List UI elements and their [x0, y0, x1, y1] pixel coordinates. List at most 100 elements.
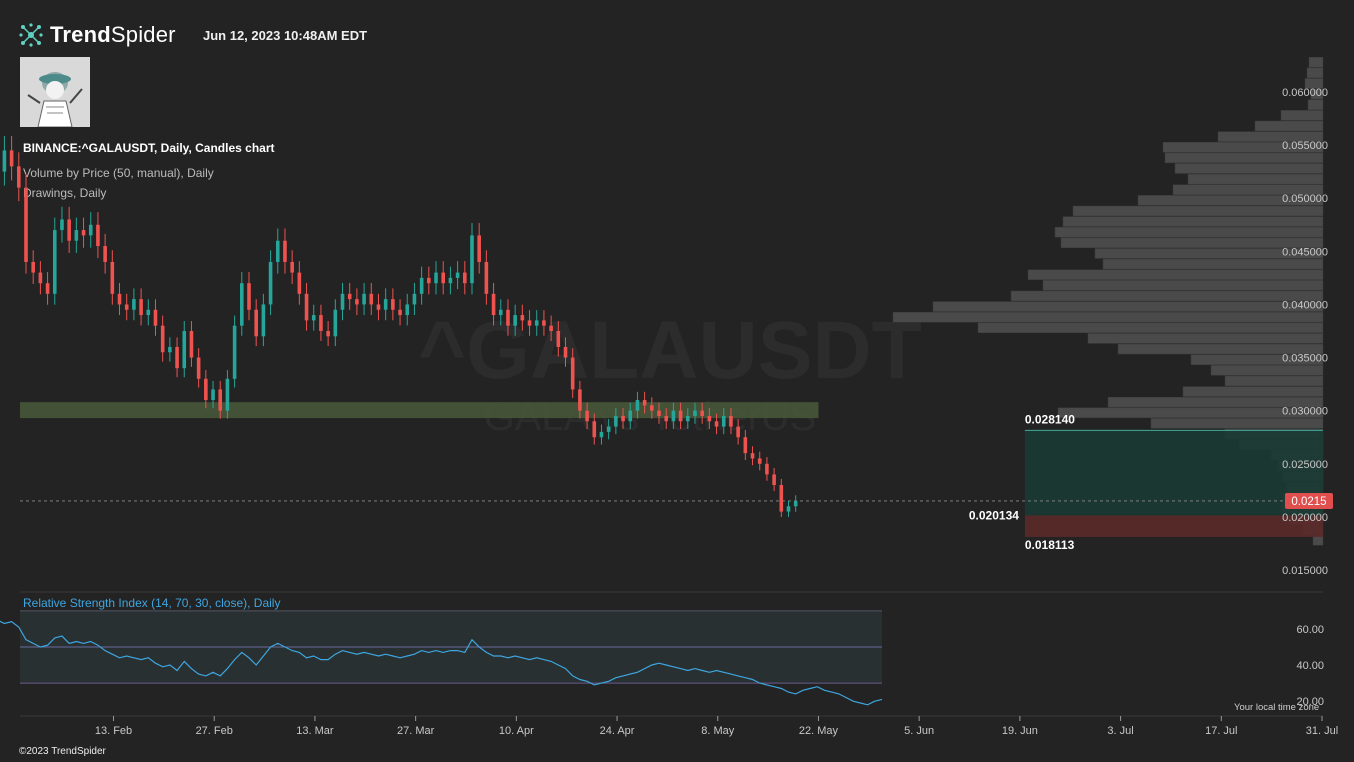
candle-body: [146, 309, 151, 316]
candle-body: [391, 299, 395, 310]
volume-profile-bar: [1308, 57, 1324, 68]
candle-body: [628, 410, 633, 422]
candle-body: [729, 415, 733, 427]
candle-body: [160, 325, 165, 353]
volume-profile-bar: [1107, 396, 1324, 408]
volume-profile-bar: [1094, 248, 1324, 259]
spider-icon: [19, 23, 43, 47]
rsi-legend[interactable]: Relative Strength Index (14, 70, 30, clo…: [23, 596, 281, 610]
candle-body: [189, 331, 194, 358]
price-tick-label: 0.015000: [1282, 565, 1328, 577]
candle-body: [506, 309, 510, 326]
candle-body: [2, 150, 7, 172]
candle-body: [275, 240, 280, 262]
time-tick-label: 10. Apr: [499, 725, 534, 737]
candle-body: [124, 304, 129, 310]
candle-body: [599, 431, 604, 438]
price-axis: 0.060000 0.055000 0.050000 0.045000 0.040000…: [1282, 87, 1328, 577]
candle-body: [570, 357, 575, 390]
volume-profile-bar: [1254, 120, 1324, 132]
candle-body: [513, 315, 517, 326]
candle-body: [383, 299, 388, 310]
rsi-tick-label: 20.00: [1296, 696, 1324, 708]
candle-body: [340, 293, 345, 310]
candle-body: [606, 426, 611, 432]
candle-body: [470, 235, 474, 284]
candle-body: [362, 293, 366, 305]
candle-body: [484, 261, 489, 294]
candle-body: [9, 150, 14, 167]
volume-profile-bar: [1164, 152, 1324, 164]
candle-body: [319, 315, 323, 331]
candle-body: [693, 410, 697, 416]
price-tick-label: 0.030000: [1282, 406, 1328, 418]
candle-body: [376, 304, 381, 310]
candle-body: [427, 277, 431, 284]
candle-body: [664, 415, 669, 422]
rsi-panel[interactable]: [0, 610, 883, 706]
volume-profile-bar: [1162, 141, 1324, 153]
candles: [2, 135, 798, 518]
candle-body: [678, 410, 683, 422]
time-tick-label: 5. Jun: [904, 725, 934, 737]
volume-by-price-legend[interactable]: Volume by Price (50, manual), Daily: [23, 166, 214, 180]
candle-body: [60, 219, 64, 231]
volume-profile-bar: [1010, 290, 1324, 302]
volume-profile-bar: [1224, 375, 1324, 387]
candle-body: [117, 293, 122, 305]
time-tick-label: 24. Apr: [600, 725, 635, 737]
candle-body: [67, 219, 71, 241]
candle-body: [700, 410, 704, 416]
volume-profile-bar: [1306, 67, 1324, 79]
volume-profile-bar: [1182, 386, 1324, 397]
candle-body: [556, 331, 561, 347]
watermark-ticker: ^GALAUSDT: [418, 305, 921, 396]
candle-body: [671, 410, 676, 422]
entry-label: 0.020134: [969, 508, 1019, 522]
volume-profile-bar: [1117, 343, 1324, 355]
volume-profile-bar: [977, 322, 1324, 334]
local-time-zone-label[interactable]: Your local time zone: [1234, 702, 1320, 713]
candle-body: [757, 458, 762, 464]
candle-body: [434, 272, 438, 284]
volume-profile-bar: [1280, 110, 1324, 121]
volume-profile-bar: [1304, 78, 1324, 89]
candle-body: [96, 224, 100, 247]
rsi-line: [0, 620, 883, 706]
time-tick-label: 8. May: [701, 725, 735, 737]
candle-body: [786, 506, 791, 512]
candle-body: [412, 293, 417, 305]
symbol-legend[interactable]: BINANCE:^GALAUSDT, Daily, Candles chart: [23, 141, 275, 155]
candle-body: [232, 325, 237, 379]
candle-body: [38, 272, 43, 284]
candle-body: [714, 421, 719, 427]
drawings-legend[interactable]: Drawings, Daily: [23, 186, 107, 200]
candle-body: [793, 500, 798, 507]
candle-body: [218, 389, 223, 411]
candle-body: [419, 277, 424, 294]
candle-body: [462, 272, 467, 284]
copyright: ©2023 TrendSpider: [19, 746, 106, 757]
volume-profile-bar: [1190, 354, 1324, 365]
candle-body: [765, 463, 769, 475]
candle-body: [168, 346, 172, 353]
drawings-layer[interactable]: [20, 402, 1323, 537]
candle-body: [153, 309, 158, 326]
candle-body: [542, 320, 546, 326]
candle-body: [225, 378, 230, 411]
volume-profile-bar: [1310, 88, 1324, 100]
avatar[interactable]: [20, 57, 90, 127]
candle-body: [772, 474, 776, 486]
time-tick-label: 19. Jun: [1002, 725, 1038, 737]
candle-body: [477, 235, 481, 262]
candle-body: [326, 331, 330, 337]
volume-profile-bar: [1217, 131, 1324, 142]
candle-body: [441, 272, 446, 284]
price-tick-label: 0.025000: [1282, 459, 1328, 471]
candle-body: [779, 485, 784, 512]
volume-profile-bar: [1210, 365, 1324, 376]
loss-zone: [1024, 515, 1323, 537]
candle-body: [635, 400, 640, 411]
candle-body: [585, 410, 589, 422]
